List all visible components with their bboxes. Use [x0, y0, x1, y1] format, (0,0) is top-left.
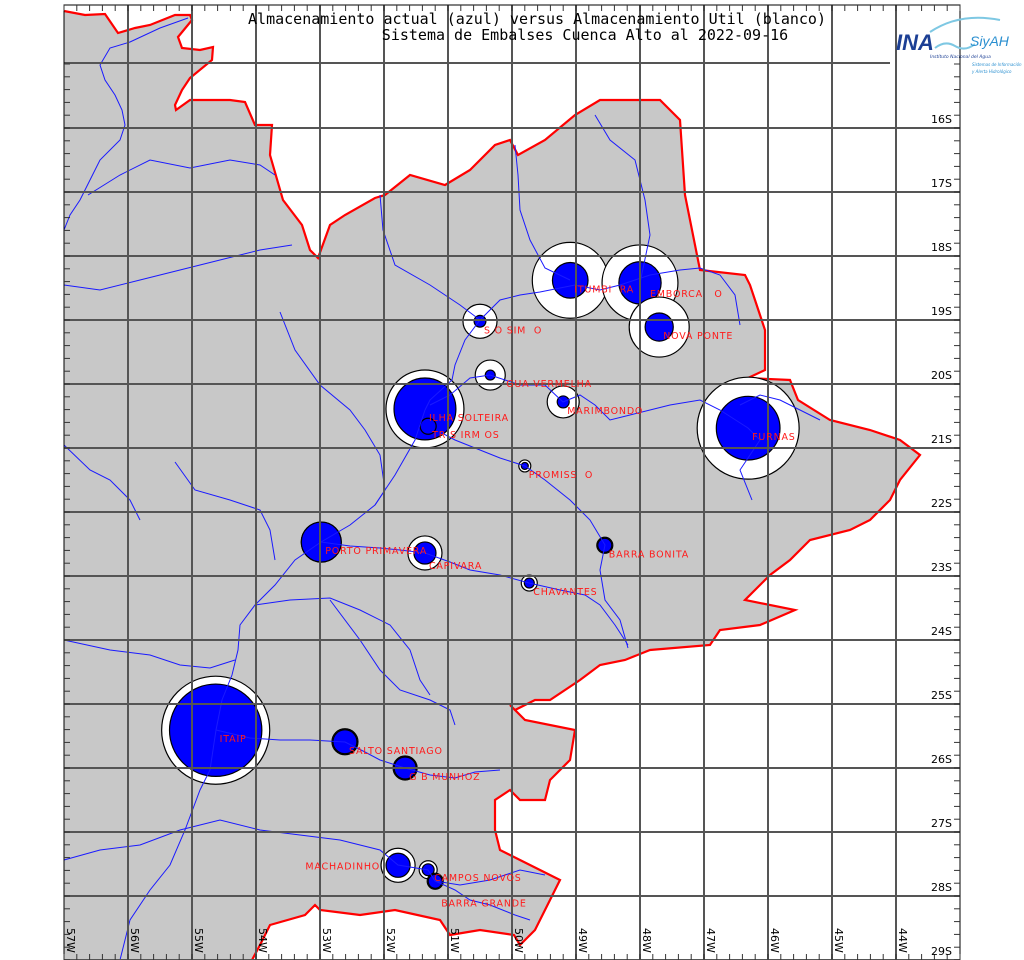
actual-storage-circle: [393, 377, 457, 441]
reservoir-label: G B MUNHOZ: [409, 772, 480, 783]
axis-labels: 57W 56W 55W 54W 53W 52W 51W 50W 49W 48W 47W 46W 45W 4…: [64, 113, 952, 958]
reservoir-label: MACHADINHO: [305, 861, 380, 872]
lon-label: 53W: [320, 928, 333, 953]
river-mid-west: [63, 444, 141, 521]
reservoir-marker[interactable]: [628, 296, 690, 358]
river-piquiri: [254, 597, 431, 696]
basin-border: [63, 9, 922, 960]
reservoir-label: BARRA GRANDE: [441, 898, 526, 909]
reservoir-label: FURNAS: [752, 432, 795, 443]
reservoir-label: SALTO SANTIAGO: [349, 746, 443, 757]
ina-siyah-logo: INA SiyAH Instituto Nacional del Agua Si…: [896, 16, 1022, 74]
logo-arc-icon: [929, 16, 1001, 33]
reservoir-label: CAMPOS NOVOS: [434, 873, 521, 884]
lon-label: 57W: [64, 928, 77, 953]
river-pelotas: [434, 869, 546, 886]
river-upper-west: [63, 17, 189, 231]
lon-label: 49W: [576, 928, 589, 953]
river-iguacu: [215, 729, 501, 779]
lat-label: 24S: [931, 625, 952, 638]
lon-label: 44W: [896, 928, 909, 953]
lat-label: 23S: [931, 561, 952, 574]
lon-label: 46W: [768, 928, 781, 953]
logo-ina: INA: [896, 30, 934, 55]
lat-label: 20S: [931, 369, 952, 382]
river-tiete: [439, 431, 629, 649]
reservoir-label: GUA VERMELHA: [506, 379, 592, 390]
lat-label: 29S: [931, 945, 952, 958]
map-title-line2: Sistema de Embalses Cuenca Alto al 2022-…: [382, 26, 788, 44]
river-uruguai: [63, 819, 531, 921]
reservoir-label: S O SIM O: [484, 325, 542, 336]
actual-storage-circle: [551, 261, 589, 299]
logo-wave-icon: [934, 42, 976, 50]
lat-label: 22S: [931, 497, 952, 510]
reservoir-label: BARRA BONITA: [609, 549, 689, 560]
reservoir-label: CHAVANTES: [533, 587, 597, 598]
reservoir-marker[interactable]: [531, 241, 609, 319]
lon-label: 51W: [448, 928, 461, 953]
reservoir-label: ILHA SOLTEIRA: [429, 413, 509, 424]
lat-label: 28S: [931, 881, 952, 894]
lat-label: 25S: [931, 689, 952, 702]
reservoir-label: ITUMBI RA: [574, 284, 634, 295]
river-corumba: [379, 194, 481, 321]
river-paraguai: [63, 244, 293, 291]
river-upper-parana-n: [514, 144, 571, 281]
map-title-line1: Almacenamiento actual (azul) versus Alma…: [248, 10, 826, 28]
lat-label: 17S: [931, 177, 952, 190]
reservoir-marker[interactable]: [419, 417, 437, 435]
lon-label: 55W: [192, 928, 205, 953]
logo-system-2: y Alerta Hidrológico: [971, 69, 1012, 74]
lat-label: 21S: [931, 433, 952, 446]
reservoir-labels: ITUMBI RA EMBORCA O NOVA PONTE S O SIM O GUA…: [220, 284, 795, 909]
lon-label: 54W: [256, 928, 269, 953]
frame-ticks: [63, 5, 961, 960]
lat-label: 19S: [931, 305, 952, 318]
lon-label: 48W: [640, 928, 653, 953]
lat-label: 18S: [931, 241, 952, 254]
river-south-west: [63, 639, 236, 669]
util-storage-circle: [419, 417, 437, 435]
reservoir-label: CAPIVARA: [429, 561, 482, 572]
lon-label: 56W: [128, 928, 141, 953]
lat-label: 26S: [931, 753, 952, 766]
lat-label: 27S: [931, 817, 952, 830]
reservoir-label: ITAIP: [220, 734, 247, 745]
lat-label: 16S: [931, 113, 952, 126]
lon-label: 47W: [704, 928, 717, 953]
reservoir-label: TR S IRM OS: [431, 430, 499, 441]
reservoir-label: NOVA PONTE: [663, 331, 733, 342]
reservoir-label: PORTO PRIMAVERA: [325, 546, 427, 557]
lon-label: 52W: [384, 928, 397, 953]
river-grande: [429, 374, 761, 501]
reservoir-label: MARIMBONDO: [567, 406, 643, 417]
reservoir-label: PROMISS O: [529, 470, 593, 481]
basin-land: [64, 11, 920, 960]
lon-label: 45W: [832, 928, 845, 953]
logo-siyah: SiyAH: [970, 33, 1010, 49]
lat-lon-grid: [64, 5, 960, 960]
reservoir-label: EMBORCA O: [650, 289, 723, 300]
logo-system-1: Sistemas de Información: [972, 62, 1022, 67]
logo-institute: Instituto Nacional del Agua: [930, 54, 991, 60]
river-sapucai: [739, 394, 821, 421]
river-west: [87, 159, 276, 196]
lon-label: 50W: [512, 928, 525, 953]
